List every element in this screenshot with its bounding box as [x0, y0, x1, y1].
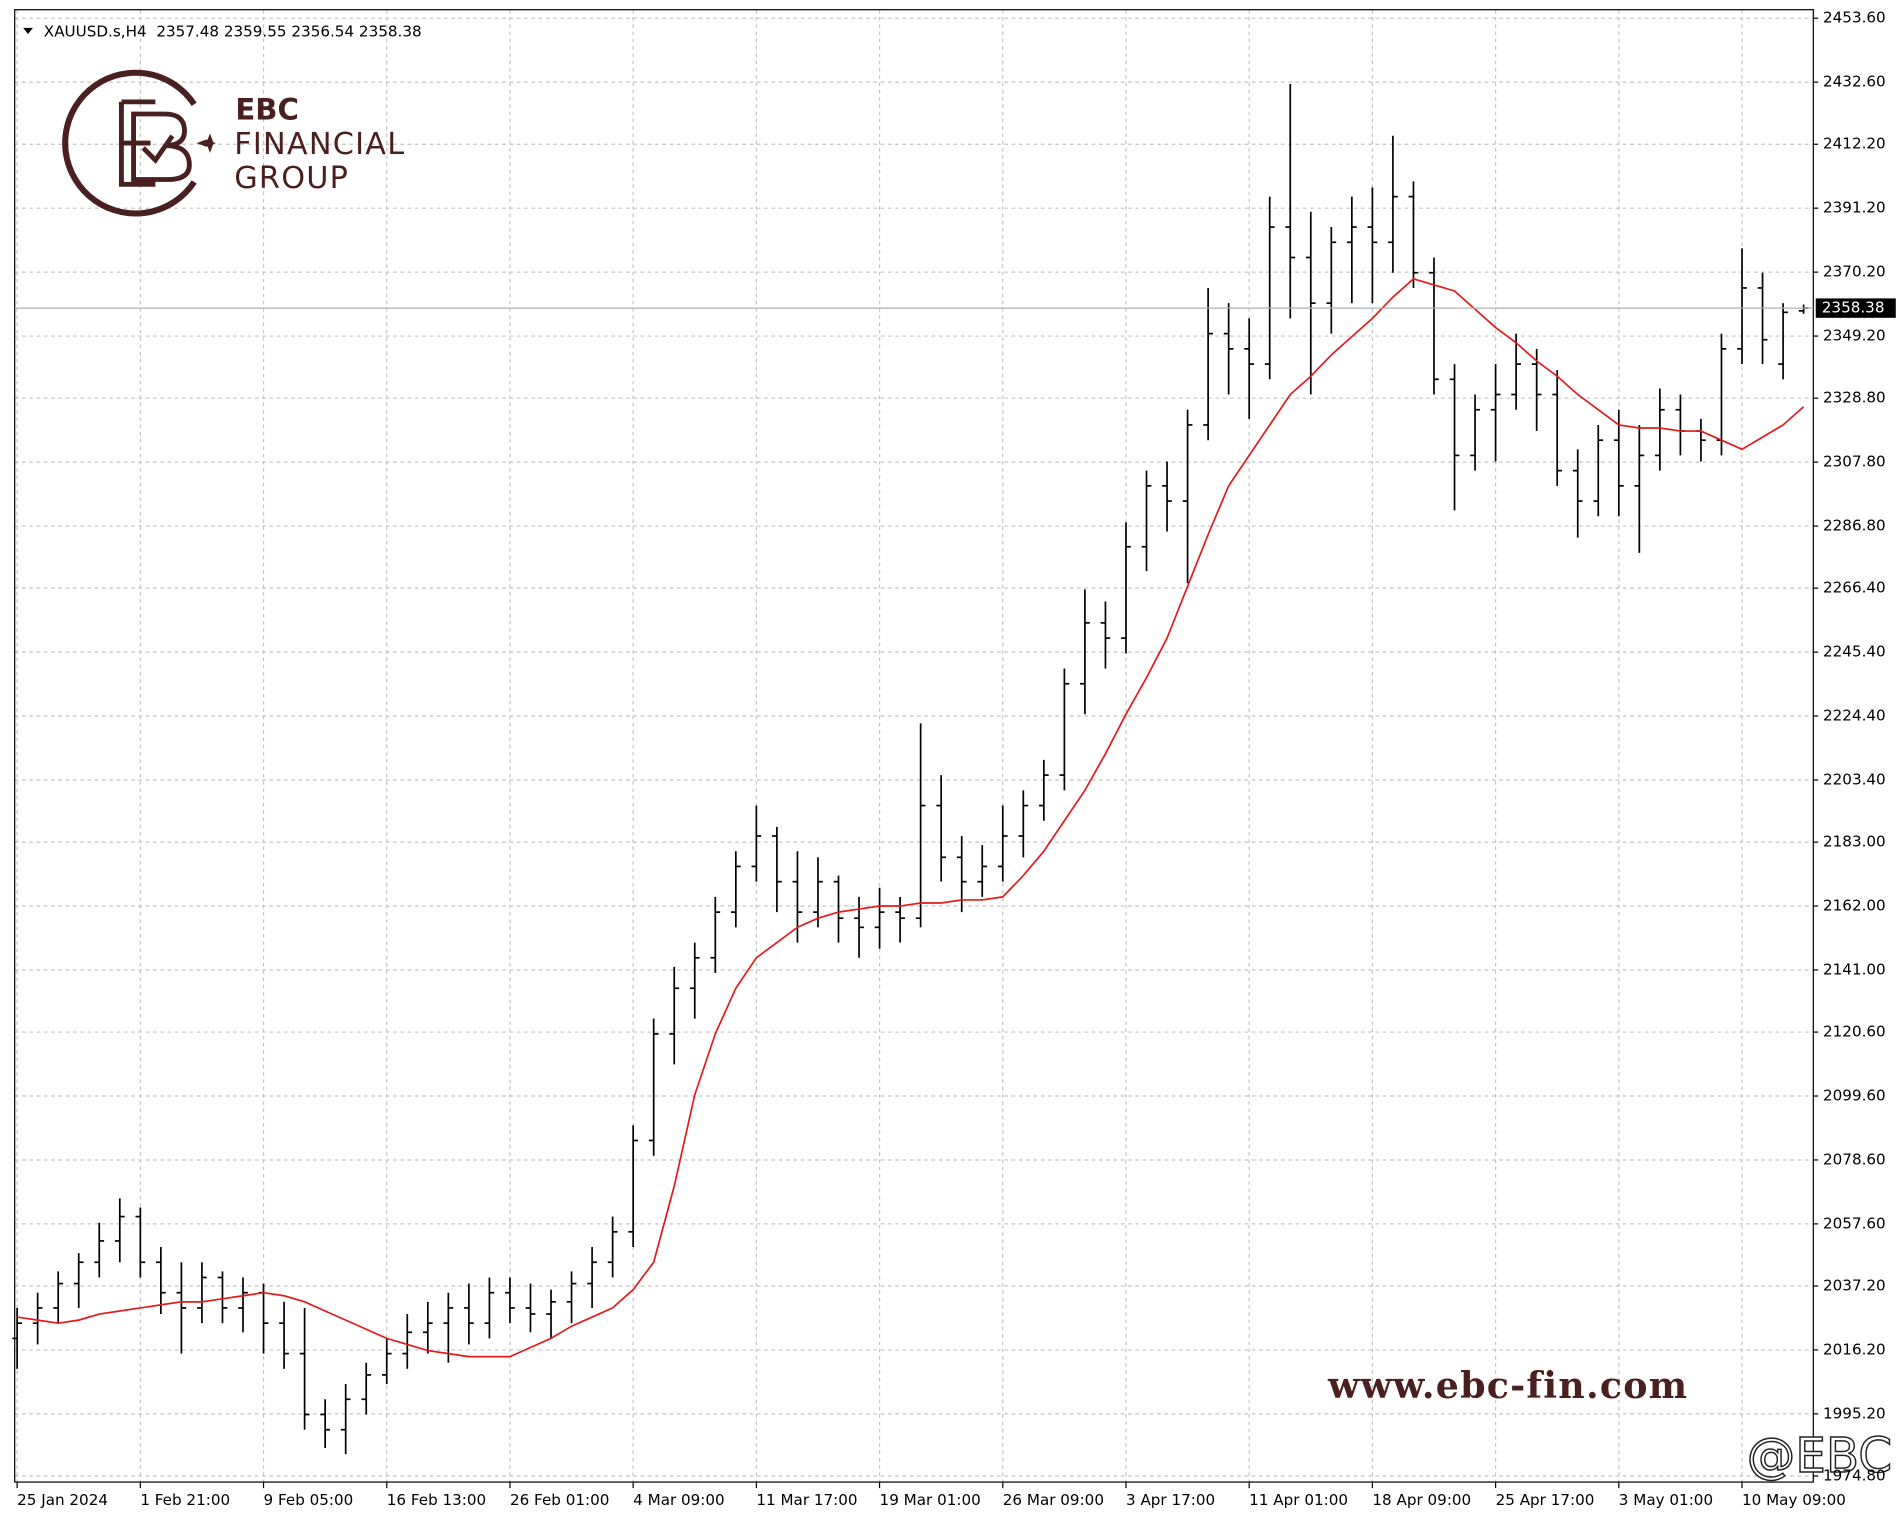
last-low: 2356.54: [291, 22, 354, 40]
x-tick-label: 19 Mar 01:00: [880, 1491, 981, 1509]
x-tick-label: 4 Mar 09:00: [633, 1491, 725, 1509]
last-open: 2357.48: [156, 22, 219, 40]
grid: [14, 9, 1814, 1483]
logo-name: EBC: [235, 93, 298, 127]
y-tick-label: 2099.60: [1823, 1087, 1886, 1105]
y-tick-label: 2245.40: [1823, 643, 1886, 661]
watermark: www.ebc-fin.com: [1327, 1364, 1688, 1407]
y-tick-label: 2183.00: [1823, 833, 1886, 851]
x-tick-label: 11 Mar 17:00: [756, 1491, 857, 1509]
y-tick-label: 2224.40: [1823, 707, 1886, 725]
y-tick-label: 2412.20: [1823, 135, 1886, 153]
logo-check: [141, 134, 175, 164]
y-tick-label: 2078.60: [1823, 1150, 1886, 1168]
x-tick-label: 11 Apr 01:00: [1249, 1491, 1348, 1509]
logo-line2: GROUP: [234, 161, 349, 196]
last-high: 2359.55: [224, 22, 287, 40]
y-tick-label: 2286.80: [1823, 517, 1886, 535]
x-tick-label: 18 Apr 09:00: [1372, 1491, 1471, 1509]
x-tick-label: 10 May 09:00: [1742, 1491, 1846, 1509]
x-tick-label: 3 Apr 17:00: [1126, 1491, 1215, 1509]
y-tick-label: 2162.00: [1823, 897, 1886, 915]
logo-mark: [119, 99, 192, 187]
x-tick-label: 25 Jan 2024: [17, 1491, 108, 1509]
x-tick-label: 25 Apr 17:00: [1496, 1491, 1595, 1509]
logo-line1: FINANCIAL: [234, 127, 405, 162]
y-tick-label: 2057.60: [1823, 1214, 1886, 1232]
y-tick-label: 2037.20: [1823, 1277, 1886, 1295]
y-tick-label: 2203.40: [1823, 770, 1886, 788]
y-tick-label: 2370.20: [1823, 263, 1886, 281]
handle: @EBC: [1747, 1428, 1892, 1484]
logo-ring: [62, 69, 197, 217]
x-tick-label: 9 Feb 05:00: [264, 1491, 354, 1509]
y-tick-label: 2120.60: [1823, 1023, 1886, 1041]
y-tick-label: 2432.60: [1823, 73, 1886, 91]
price-box: [1815, 298, 1896, 318]
y-tick-label: 1995.20: [1823, 1404, 1886, 1422]
header-arrow: [23, 27, 33, 34]
plot-frame: [14, 9, 1814, 1483]
x-tick-label: 1 Feb 21:00: [140, 1491, 230, 1509]
y-tick-label: 1974.80: [1823, 1466, 1886, 1484]
y-tick-label: 2141.00: [1823, 960, 1886, 978]
y-tick-label: 2016.20: [1823, 1340, 1886, 1358]
x-tick-label: 3 May 01:00: [1619, 1491, 1713, 1509]
logo-star: [196, 133, 217, 153]
y-tick-label: 2349.20: [1823, 327, 1886, 345]
x-tick-label: 16 Feb 13:00: [387, 1491, 486, 1509]
symbol: XAUUSD.s,H4: [44, 22, 147, 40]
y-tick-label: 2391.20: [1823, 199, 1886, 217]
y-tick-label: 2453.60: [1823, 9, 1886, 27]
header: XAUUSD.s,H4 2357.48 2359.55 2356.54 2358.38: [44, 22, 422, 40]
y-tick-label: 2328.80: [1823, 389, 1886, 407]
logo: EBC FINANCIAL GROUP: [62, 69, 405, 217]
price-label: 2358.38: [1822, 299, 1885, 317]
last-close: 2358.38: [359, 22, 422, 40]
x-tick-label: 26 Feb 01:00: [510, 1491, 609, 1509]
moving-average: [17, 277, 1805, 1358]
y-tick-label: 2307.80: [1823, 453, 1886, 471]
x-tick-label: 26 Mar 09:00: [1003, 1491, 1104, 1509]
y-tick-label: 2266.40: [1823, 579, 1886, 597]
